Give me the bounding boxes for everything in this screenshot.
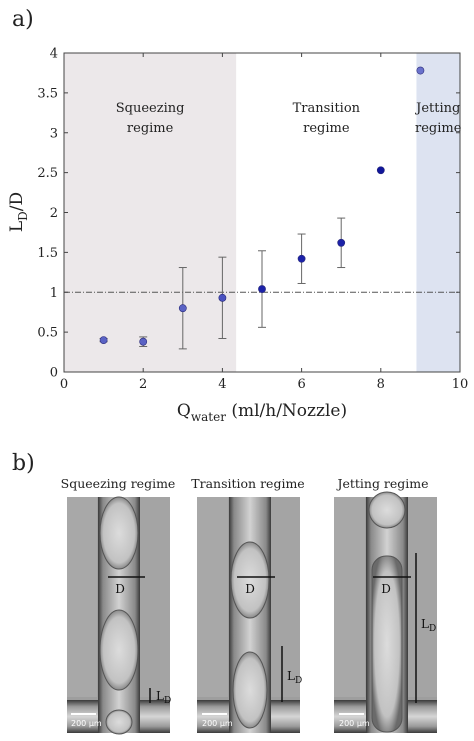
squeezing-scale-bar: 200 μm (71, 719, 102, 728)
regime-labels: Squeezing regime Transition regime Jetting re… (116, 101, 462, 136)
panel-a-label: a) (12, 7, 34, 32)
regime-plot: 0 2 4 6 8 10 0 0.5 1 1.5 2 2.5 3 3.5 4 Squeezing regime… (37, 47, 468, 393)
data-point-7 (376, 166, 385, 175)
region-0 (64, 53, 237, 372)
jetting-scale-bar: 200 μm (339, 719, 370, 728)
region-1 (236, 53, 417, 372)
squeezing-d-label: D (115, 582, 125, 596)
micrograph-title-jetting: Jetting regime (335, 476, 428, 491)
y-tick-label-7: 3.5 (37, 86, 58, 101)
y-tick-label-1: 0.5 (37, 326, 58, 341)
panel-b-label: b) (12, 451, 35, 476)
data-point-6 (337, 238, 346, 247)
y-tick-label-5: 2.5 (37, 166, 58, 181)
regime-regions (64, 53, 460, 372)
micrograph-jetting: D LD 200 μm (334, 491, 437, 733)
micrograph-transition: D LD 200 μm (197, 497, 302, 733)
jetting-d-label: D (381, 582, 391, 596)
x-tick-label-3: 6 (297, 377, 305, 392)
transition-scale-bar: 200 μm (202, 719, 233, 728)
data-point-1 (139, 337, 148, 346)
y-tick-label-4: 2 (50, 206, 58, 221)
x-tick-label-5: 10 (452, 377, 469, 392)
x-axis-label: Qwater (ml/h/Nozzle) (177, 401, 347, 424)
transition-d-label: D (245, 582, 255, 596)
x-tick-label-0: 0 (60, 377, 68, 392)
data-point-8 (416, 66, 425, 75)
data-point-4 (258, 285, 266, 293)
squeezing-ld-label: LD (156, 689, 171, 706)
data-point-3 (218, 293, 227, 302)
data-point-2 (178, 304, 187, 313)
region-label-0-1: regime (127, 121, 174, 136)
y-tick-label-6: 3 (50, 126, 58, 141)
transition-ld-label: LD (287, 669, 302, 686)
micrograph-title-squeezing: Squeezing regime (61, 476, 176, 491)
region-label-1-0: Transition (293, 101, 361, 116)
data-point-5 (297, 254, 306, 263)
y-tick-label-3: 1.5 (37, 246, 58, 261)
region-label-2-0: Jetting (414, 101, 460, 116)
jetting-ld-label: LD (421, 617, 436, 634)
y-tick-label-2: 1 (50, 286, 58, 301)
x-tick-label-1: 2 (139, 377, 147, 392)
data-points-layer (99, 66, 425, 346)
region-label-2-1: regime (415, 121, 462, 136)
axis-ticks: 0 2 4 6 8 10 0 0.5 1 1.5 2 2.5 3 3.5 4 (37, 47, 468, 393)
micrograph-squeezing: D LD 200 μm (67, 496, 171, 735)
x-tick-label-4: 8 (377, 377, 385, 392)
region-2 (416, 53, 460, 372)
micrograph-title-transition: Transition regime (191, 476, 304, 491)
region-label-1-1: regime (303, 121, 350, 136)
y-axis-label: LD/D (7, 192, 30, 232)
data-point-0 (99, 336, 108, 344)
y-tick-label-0: 0 (50, 366, 58, 381)
x-tick-label-2: 4 (218, 377, 226, 392)
y-tick-label-8: 4 (50, 47, 58, 62)
region-label-0-0: Squeezing (116, 101, 185, 116)
